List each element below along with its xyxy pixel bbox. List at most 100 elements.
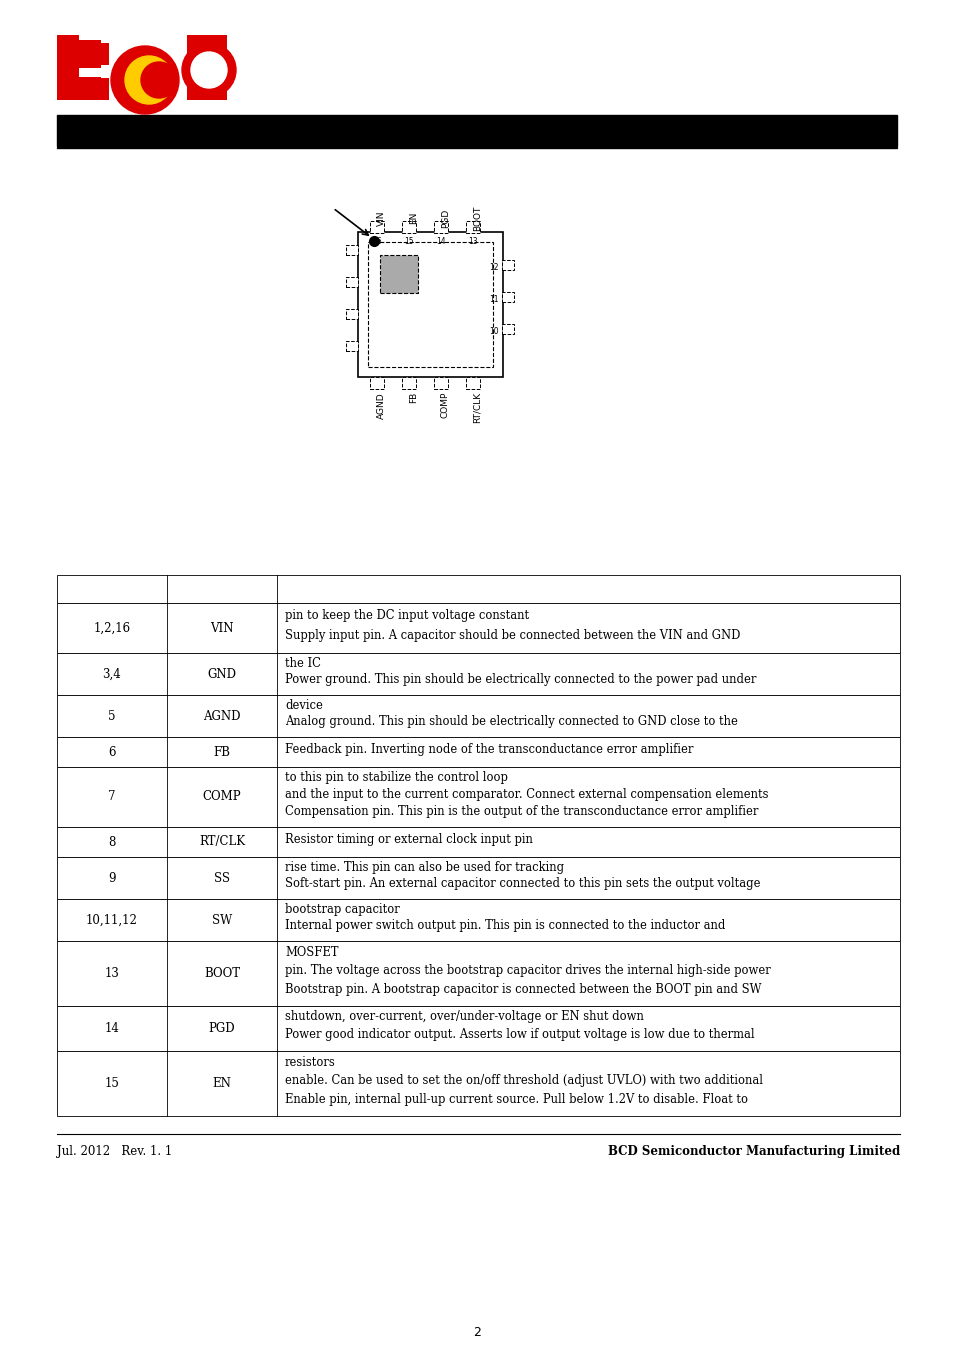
Bar	[101, 78, 109, 100]
Text: rise time. This pin can also be used for tracking: rise time. This pin can also be used for…	[285, 861, 563, 874]
Bar	[57, 694, 899, 738]
Circle shape	[141, 62, 177, 99]
Text: AGND: AGND	[376, 392, 386, 419]
Text: Internal power switch output pin. This pin is connected to the inductor and: Internal power switch output pin. This p…	[285, 920, 724, 932]
Text: 7: 7	[108, 790, 115, 804]
Text: Soft-start pin. An external capacitor connected to this pin sets the output volt: Soft-start pin. An external capacitor co…	[285, 877, 760, 890]
Bar	[57, 576, 899, 603]
Bar	[57, 35, 79, 100]
Bar	[57, 857, 899, 898]
Text: bootstrap capacitor: bootstrap capacitor	[285, 902, 399, 916]
Bar	[346, 245, 357, 255]
Text: COMP: COMP	[440, 392, 450, 419]
Text: FB: FB	[213, 746, 231, 758]
Text: 6: 6	[108, 746, 115, 758]
Text: 15: 15	[105, 1077, 119, 1090]
Bar	[57, 1006, 899, 1051]
Text: 15: 15	[404, 238, 414, 246]
Bar	[57, 898, 899, 942]
Text: Jul. 2012   Rev. 1. 1: Jul. 2012 Rev. 1. 1	[57, 1146, 172, 1159]
Bar	[79, 70, 101, 100]
Text: 14: 14	[436, 238, 445, 246]
Bar	[57, 827, 899, 857]
Bar	[57, 1051, 899, 1116]
Text: VIN: VIN	[376, 211, 386, 226]
Bar	[57, 116, 896, 146]
Circle shape	[191, 51, 227, 88]
Text: PGD: PGD	[440, 208, 450, 227]
Bar	[346, 340, 357, 351]
Text: and the input to the current comparator. Connect external compensation elements: and the input to the current comparator.…	[285, 788, 768, 801]
Text: EN: EN	[409, 212, 417, 224]
Text: pin. The voltage across the bootstrap capacitor drives the internal high-side po: pin. The voltage across the bootstrap ca…	[285, 965, 770, 977]
Text: 11: 11	[489, 296, 498, 304]
Bar	[57, 738, 899, 767]
Bar	[368, 242, 493, 367]
Text: MOSFET: MOSFET	[285, 946, 338, 959]
Bar	[370, 222, 384, 232]
Text: FB: FB	[409, 392, 417, 403]
Text: 13: 13	[468, 238, 477, 246]
Bar	[379, 255, 417, 293]
Circle shape	[125, 55, 172, 104]
Text: Supply input pin. A capacitor should be connected between the VIN and GND: Supply input pin. A capacitor should be …	[285, 628, 740, 642]
Text: VIN: VIN	[210, 621, 233, 635]
Bar	[79, 41, 101, 70]
Text: 1,2,16: 1,2,16	[93, 621, 131, 635]
Bar	[465, 377, 479, 389]
Bar	[501, 259, 514, 270]
Bar	[57, 115, 896, 116]
Text: BOOT: BOOT	[204, 967, 240, 979]
Bar	[57, 942, 899, 1006]
Text: PGD: PGD	[209, 1021, 235, 1035]
Text: Enable pin, internal pull-up current source. Pull below 1.2V to disable. Float t: Enable pin, internal pull-up current sou…	[285, 1093, 747, 1105]
Text: 14: 14	[105, 1021, 119, 1035]
Bar	[57, 146, 896, 149]
Bar	[346, 277, 357, 286]
Text: Bootstrap pin. A bootstrap capacitor is connected between the BOOT pin and SW: Bootstrap pin. A bootstrap capacitor is …	[285, 982, 760, 996]
Circle shape	[182, 43, 235, 97]
Bar	[401, 377, 416, 389]
Bar	[370, 377, 384, 389]
Text: to this pin to stabilize the control loop: to this pin to stabilize the control loo…	[285, 771, 507, 784]
Text: 5: 5	[108, 709, 115, 723]
Text: the IC: the IC	[285, 657, 320, 670]
Text: 2: 2	[473, 1325, 480, 1339]
Text: BCD Semiconductor Manufacturing Limited: BCD Semiconductor Manufacturing Limited	[607, 1146, 899, 1159]
Text: device: device	[285, 698, 322, 712]
Text: 3,4: 3,4	[103, 667, 121, 681]
Text: AGND: AGND	[203, 709, 240, 723]
Bar	[357, 232, 502, 377]
Bar	[346, 309, 357, 319]
Text: Resistor timing or external clock input pin: Resistor timing or external clock input …	[285, 832, 533, 846]
Text: SS: SS	[213, 871, 230, 885]
Text: 12: 12	[489, 263, 498, 273]
Bar	[209, 35, 227, 43]
Text: RT/CLK: RT/CLK	[199, 835, 245, 848]
Text: enable. Can be used to set the on/off threshold (adjust UVLO) with two additiona: enable. Can be used to set the on/off th…	[285, 1074, 762, 1088]
Bar	[57, 603, 899, 653]
Bar	[57, 767, 899, 827]
Text: COMP: COMP	[202, 790, 241, 804]
Text: Power good indicator output. Asserts low if output voltage is low due to thermal: Power good indicator output. Asserts low…	[285, 1028, 754, 1042]
Bar	[501, 324, 514, 334]
Text: RT/CLK: RT/CLK	[473, 392, 481, 423]
Text: Feedback pin. Inverting node of the transconductance error amplifier: Feedback pin. Inverting node of the tran…	[285, 743, 693, 755]
Bar	[465, 222, 479, 232]
Bar	[434, 377, 448, 389]
Text: resistors: resistors	[285, 1055, 335, 1069]
Text: 10: 10	[489, 327, 498, 336]
Bar	[401, 222, 416, 232]
Bar	[79, 68, 109, 77]
Text: EN: EN	[213, 1077, 232, 1090]
Text: 16: 16	[372, 238, 381, 246]
Text: pin to keep the DC input voltage constant: pin to keep the DC input voltage constan…	[285, 608, 529, 621]
Text: 13: 13	[105, 967, 119, 979]
Bar	[209, 41, 227, 95]
Bar	[501, 292, 514, 303]
Text: BOOT: BOOT	[473, 205, 481, 231]
Bar	[434, 222, 448, 232]
Text: 10,11,12: 10,11,12	[86, 913, 138, 927]
Text: Power ground. This pin should be electrically connected to the power pad under: Power ground. This pin should be electri…	[285, 673, 756, 686]
Bar	[187, 35, 209, 100]
